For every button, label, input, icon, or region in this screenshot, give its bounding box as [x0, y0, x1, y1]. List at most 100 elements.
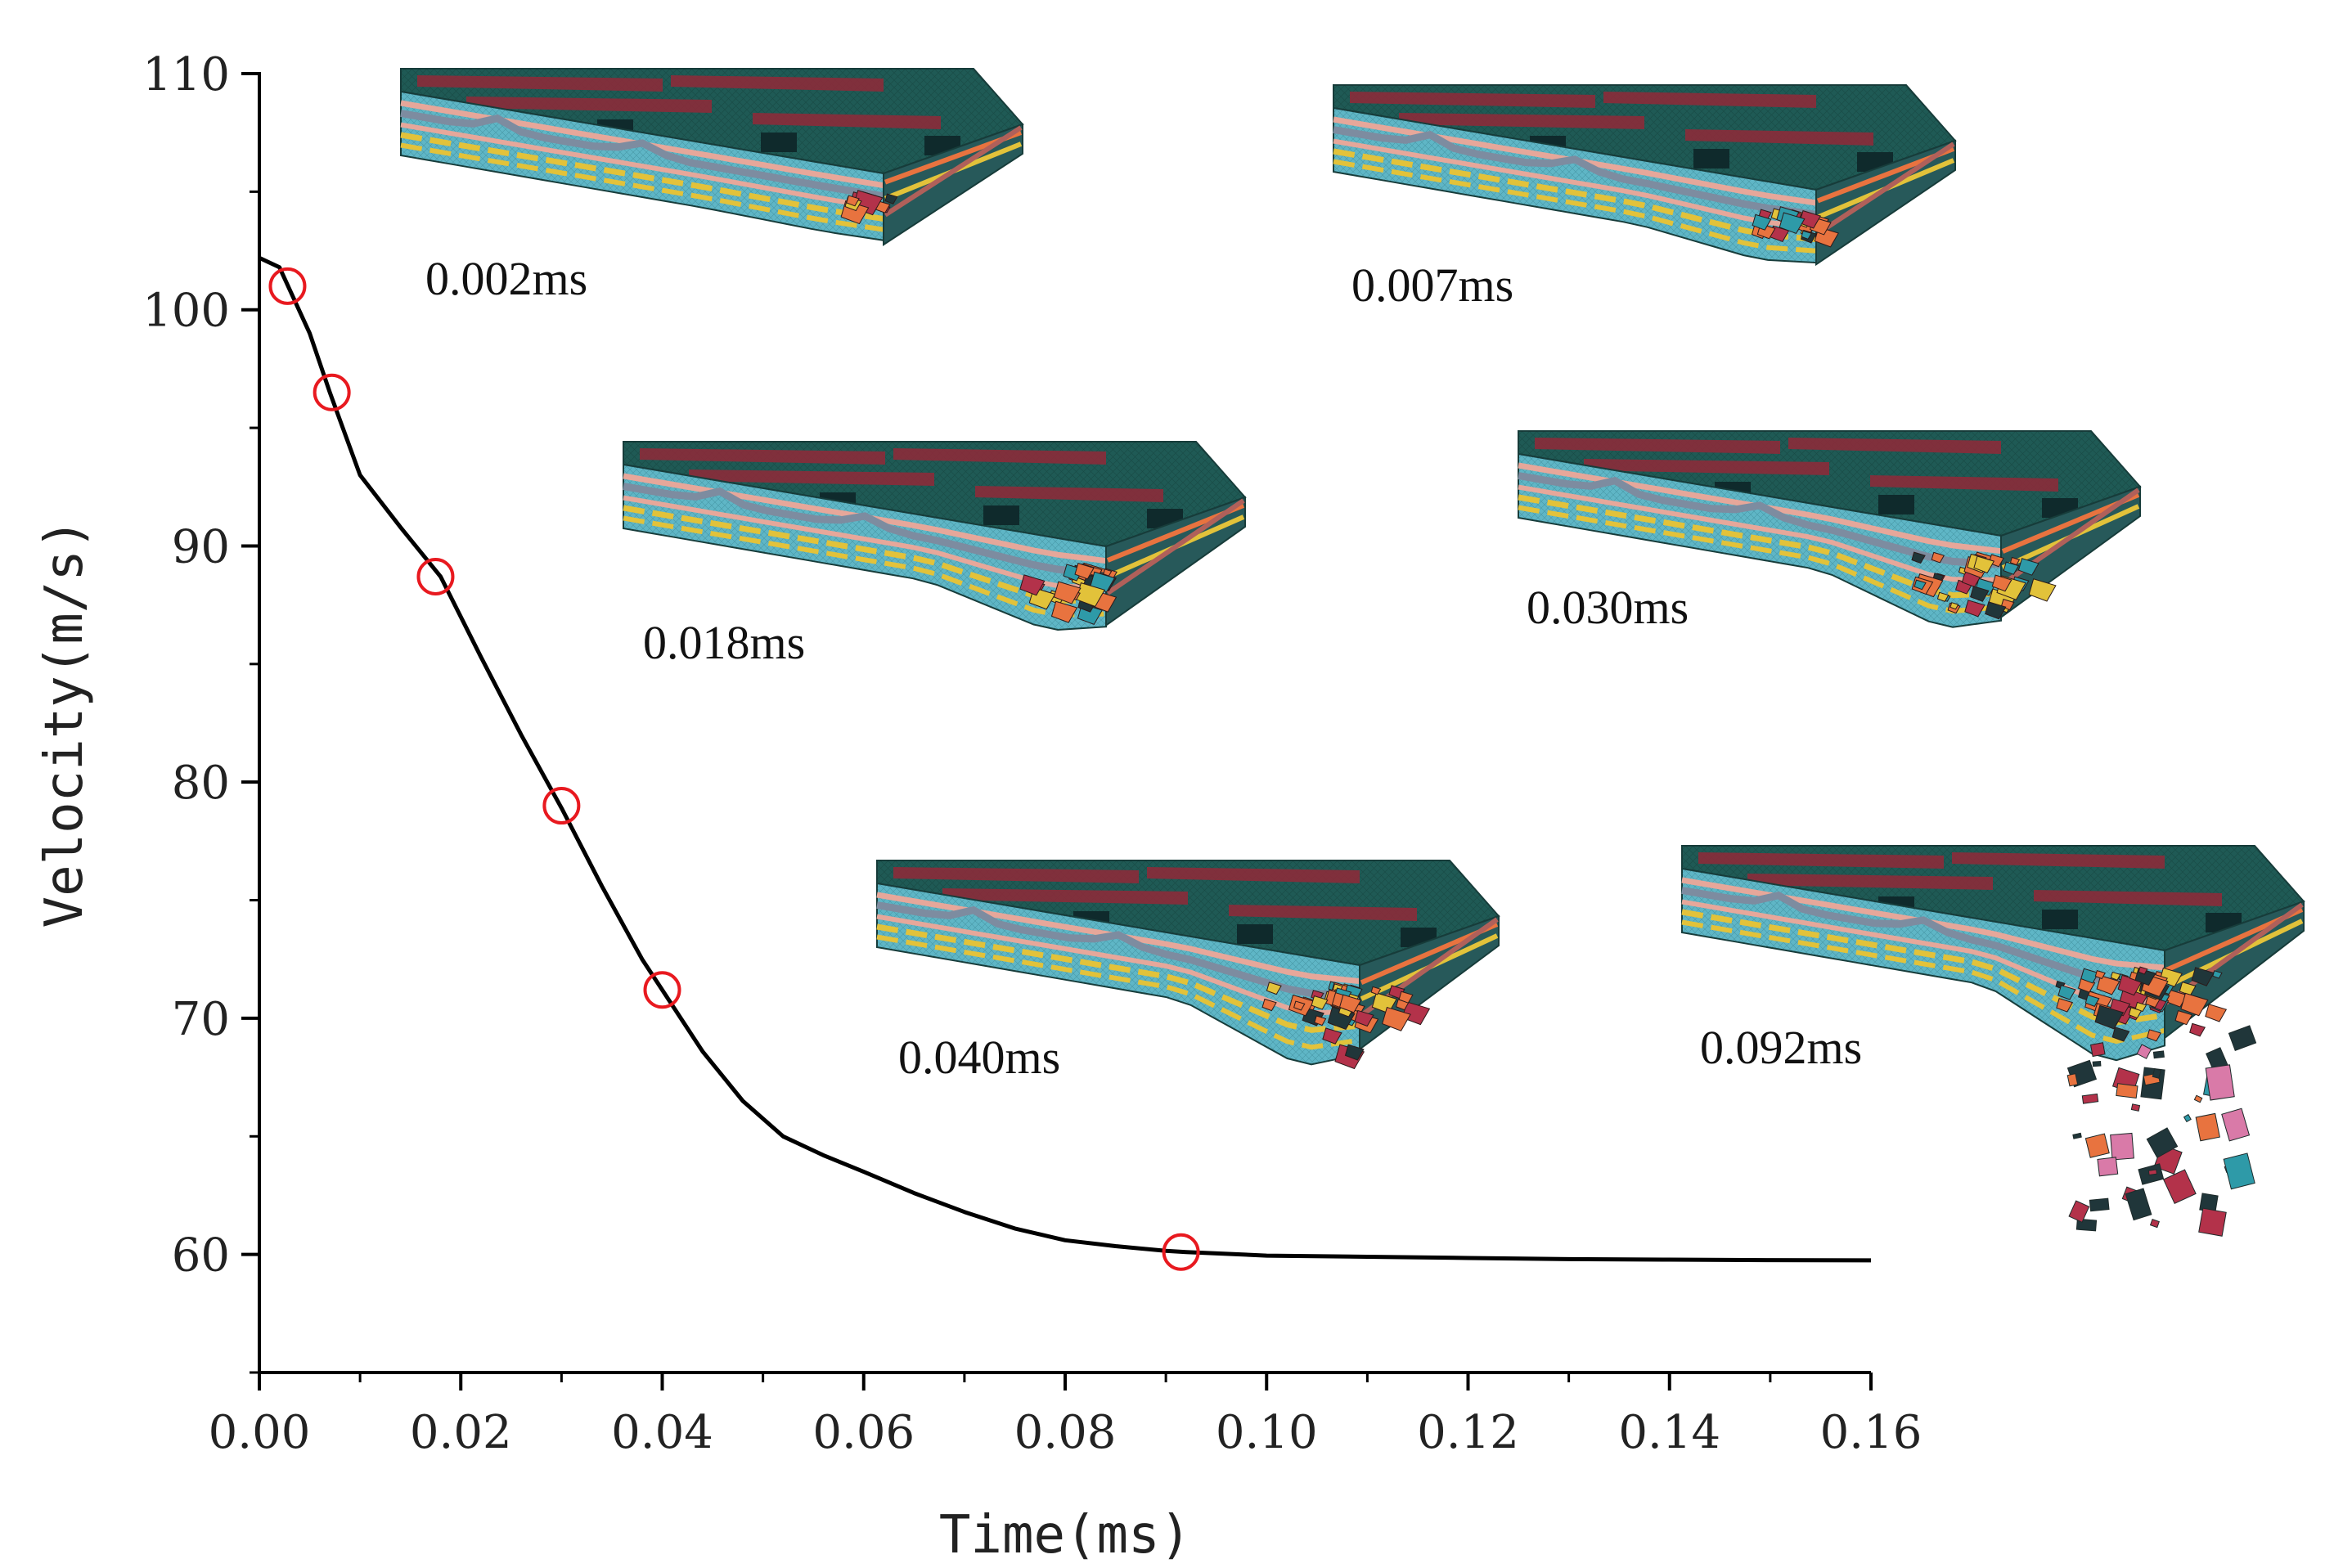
snapshot-marker: [268, 267, 307, 305]
laminate-layer: [1681, 909, 2165, 1026]
slab-dark-cell: [1693, 149, 1729, 168]
damage-fragment: [1991, 574, 2012, 592]
snapshot-time-label: 0.018ms: [643, 616, 805, 669]
rebar-strip: [942, 888, 1188, 905]
rebar-strip: [893, 448, 1106, 465]
damage-fragment: [1973, 555, 1995, 573]
slab-dark-cell: [1878, 495, 1914, 514]
slab-dark-cell: [983, 505, 1019, 525]
y-tick-label: 110: [142, 48, 230, 101]
simulation-snapshot: [876, 860, 1500, 1070]
damage-fragment: [1398, 991, 1414, 1004]
rebar-strip: [671, 75, 884, 92]
damage-fragment: [1344, 1044, 1365, 1061]
markers-layer: [268, 267, 1200, 1271]
y-ticks: 60 70 80 90 100 110: [142, 48, 259, 1374]
debris-piece: [2125, 1188, 2152, 1221]
snapshot-marker: [643, 971, 681, 1009]
debris-piece: [2072, 1132, 2082, 1139]
laminate-layer: [1681, 919, 2165, 1045]
debris-piece: [2081, 1093, 2099, 1104]
damage-fragment: [1936, 591, 1950, 602]
damage-fragment: [2174, 1010, 2193, 1026]
rebar-strip: [417, 75, 663, 92]
slab-side-face: [883, 123, 1023, 246]
series-layer: [258, 255, 1872, 1263]
rebar-strip: [1747, 874, 1993, 890]
damage-fragment: [1293, 1000, 1306, 1011]
damage-fragment: [1931, 551, 1945, 564]
damage-fragment: [2017, 558, 2039, 576]
damage-fragment: [846, 195, 860, 207]
rebar-strip: [893, 867, 1139, 883]
y-tick-label: 90: [172, 520, 230, 573]
damage-fragment: [1266, 982, 1282, 995]
slab-dark-cell: [761, 133, 797, 152]
laminate-layer: [623, 515, 1107, 618]
debris-piece: [2183, 1113, 2192, 1123]
rebar-strip: [1584, 459, 1829, 475]
damage-fragment: [2056, 998, 2074, 1013]
damage-fragment: [1970, 586, 1990, 602]
damage-fragment: [1311, 995, 1329, 1010]
debris-piece: [2149, 1218, 2160, 1229]
snapshot-time-label: 0.030ms: [1527, 581, 1689, 634]
x-axis-title: Time(ms): [939, 1505, 1191, 1566]
damage-fragment: [2084, 995, 2100, 1007]
rebar-strip: [1229, 905, 1417, 921]
snapshot-marker: [1162, 1233, 1200, 1271]
debris-piece: [2193, 1094, 2203, 1103]
damage-fragment: [1354, 1009, 1374, 1027]
debris-piece: [2092, 1060, 2102, 1067]
side-layer-stripe: [1106, 498, 1245, 595]
slab-top-mesh: [1333, 85, 1955, 190]
slab-top-mesh: [1518, 431, 2140, 536]
snapshot-time-label: 0.092ms: [1700, 1021, 1862, 1074]
damage-fragment: [1053, 581, 1082, 604]
rebar-strip: [2034, 890, 2222, 906]
damage-fragment: [2191, 967, 2215, 986]
laminate-layer: [400, 110, 884, 200]
damage-fragment: [2080, 968, 2099, 984]
damage-fragment: [2134, 1001, 2147, 1013]
debris-piece: [2068, 1200, 2090, 1223]
damage-fragment: [1985, 601, 2007, 620]
debris-piece: [2205, 1064, 2235, 1101]
snapshot-marker: [313, 373, 351, 411]
y-tick-label: 80: [172, 757, 230, 810]
rebar-strip: [1698, 852, 1944, 869]
slab-top-mesh: [401, 69, 1023, 173]
debris-piece: [2195, 1112, 2220, 1142]
rebar-strip: [1685, 129, 1873, 146]
debris-piece: [2110, 1132, 2134, 1161]
laminate-layer: [400, 132, 884, 222]
debris-piece: [2152, 1067, 2161, 1079]
y-tick-label: 70: [172, 993, 230, 1046]
rebar-strip: [1870, 475, 2058, 492]
slab-top-mesh: [877, 860, 1499, 965]
damage-fragment: [2009, 556, 2021, 566]
x-tick-label: 0.12: [1417, 1406, 1519, 1459]
damage-fragment: [2094, 1004, 2125, 1030]
debris-piece: [2084, 1133, 2110, 1158]
axes: 0.00 0.02 0.04 0.06 0.08 0.10 0.12 0.14 0.16 60 7…: [34, 48, 1922, 1566]
x-tick-label: 0.10: [1216, 1406, 1318, 1459]
rebar-strip: [1535, 438, 1780, 454]
damage-fragment: [1779, 212, 1806, 235]
laminate-layer: [623, 505, 1107, 604]
laminate-layer: [1518, 505, 2002, 614]
damage-fragment: [1370, 986, 1382, 995]
damage-fragment: [1752, 213, 1772, 231]
damage-fragment: [2094, 969, 2106, 980]
damage-fragment: [2138, 966, 2148, 975]
x-tick-label: 0.02: [410, 1406, 512, 1459]
damage-fragment: [1914, 579, 1927, 591]
damage-fragment: [1050, 600, 1078, 623]
damage-fragment: [2111, 1027, 2130, 1042]
laminate-layer: [876, 914, 1360, 1016]
damage-fragment: [2205, 1004, 2228, 1022]
rebar-strip: [689, 470, 934, 486]
laminate-layer: [1333, 138, 1817, 231]
damage-fragment: [2212, 970, 2223, 979]
rebar-strip: [1147, 867, 1360, 883]
